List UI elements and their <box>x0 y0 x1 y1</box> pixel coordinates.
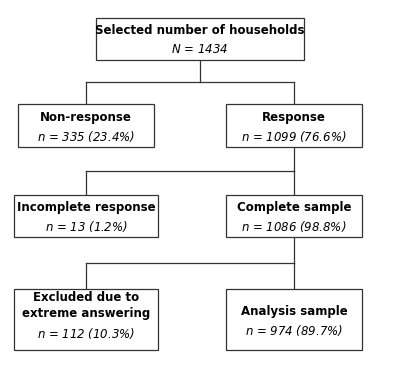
FancyBboxPatch shape <box>226 289 362 350</box>
FancyBboxPatch shape <box>226 195 362 237</box>
Text: Non-response: Non-response <box>40 111 132 124</box>
FancyBboxPatch shape <box>14 289 158 350</box>
Text: Selected number of households: Selected number of households <box>95 24 305 37</box>
Text: $n$ = 1086 (98.8%): $n$ = 1086 (98.8%) <box>241 220 347 234</box>
Text: $n$ = 974 (89.7%): $n$ = 974 (89.7%) <box>245 323 343 338</box>
Text: $N$ = 1434: $N$ = 1434 <box>172 43 228 56</box>
FancyBboxPatch shape <box>96 17 304 60</box>
Text: Response: Response <box>262 111 326 124</box>
FancyBboxPatch shape <box>18 104 154 146</box>
Text: Excluded due to
extreme answering: Excluded due to extreme answering <box>22 291 150 320</box>
FancyBboxPatch shape <box>226 104 362 146</box>
Text: $n$ = 112 (10.3%): $n$ = 112 (10.3%) <box>37 327 135 341</box>
FancyBboxPatch shape <box>14 195 158 237</box>
Text: Analysis sample: Analysis sample <box>241 304 347 318</box>
Text: Incomplete response: Incomplete response <box>17 201 155 214</box>
Text: Complete sample: Complete sample <box>237 201 351 214</box>
Text: $n$ = 1099 (76.6%): $n$ = 1099 (76.6%) <box>241 129 347 144</box>
Text: $n$ = 13 (1.2%): $n$ = 13 (1.2%) <box>44 220 128 234</box>
Text: $n$ = 335 (23.4%): $n$ = 335 (23.4%) <box>37 129 135 144</box>
